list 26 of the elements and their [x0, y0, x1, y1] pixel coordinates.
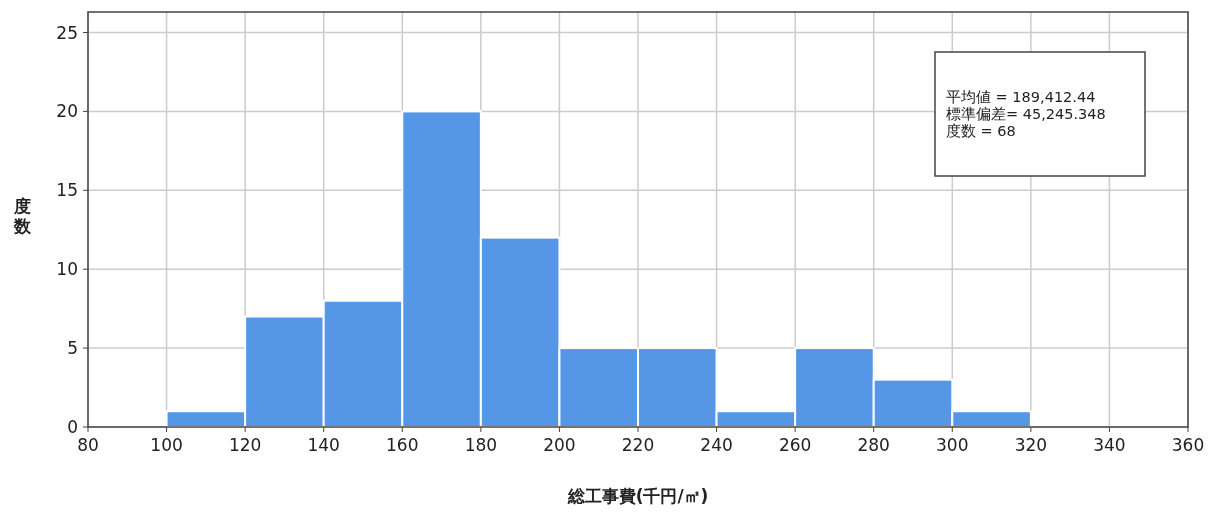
x-tick-label: 300 [936, 435, 969, 455]
x-tick-label: 260 [778, 435, 812, 455]
y-tick-label: 15 [56, 180, 78, 201]
annotation: 度数 = 68 [946, 122, 1016, 139]
x-tick-label: 120 [228, 435, 262, 455]
x-tick-label: 240 [700, 435, 733, 455]
y-tick-label: 20 [56, 101, 78, 122]
y-tick-label: 25 [56, 22, 78, 43]
x-tick-label: 160 [386, 435, 419, 455]
x-axis-title: 総工事費(千円/㎡) [566, 486, 709, 506]
x-tick-label: 100 [150, 435, 183, 455]
annotation: 標準偏差= 45,245.348 [946, 105, 1106, 122]
y-tick-label: 5 [67, 338, 78, 359]
annotation: 平均値 = 189,412.44 [946, 88, 1096, 105]
y-axis-title: 度数 [12, 195, 32, 236]
x-tick-label: 360 [1171, 435, 1205, 455]
x-tick-label: 220 [621, 435, 655, 455]
x-tick-label: 140 [307, 435, 340, 455]
x-tick-label: 80 [77, 435, 99, 455]
x-tick-label: 320 [1014, 435, 1048, 455]
x-tick-label: 340 [1093, 435, 1126, 455]
x-tick-label: 200 [543, 435, 576, 455]
x-tick-label: 180 [464, 435, 498, 455]
x-tick-label: 280 [857, 435, 890, 455]
y-tick-label: 10 [56, 259, 78, 280]
y-tick-label: 0 [67, 417, 78, 437]
